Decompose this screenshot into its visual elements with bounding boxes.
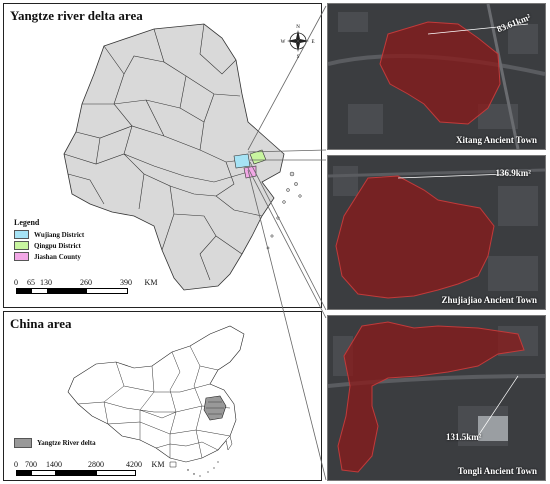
china-legend: Yangtze River delta (14, 436, 96, 450)
legend-swatch (14, 252, 29, 261)
legend-item: Qingpu District (14, 241, 84, 250)
scale-tick: 390 (120, 278, 132, 287)
province-boundaries (77, 345, 231, 459)
scale-tick: 2800 (88, 460, 104, 469)
china-panel-title: China area (10, 316, 72, 331)
compass-n: N (296, 25, 300, 30)
xitang-boundary (379, 21, 501, 125)
county-boundaries (63, 23, 263, 281)
tongli-boundary (337, 321, 525, 473)
zhujiajiao-boundary (335, 175, 495, 299)
china-outline (67, 325, 245, 463)
xitang-photo: 83.61km² Xitang Ancient Town (327, 3, 546, 150)
zhujiajiao-area-label: 136.9km² (495, 168, 531, 178)
legend-item: Jiashan County (14, 252, 84, 261)
legend-label: Yangtze River delta (37, 439, 96, 447)
scale-tick: 65 (27, 278, 35, 287)
legend-title: Legend (14, 218, 40, 227)
legend-label: Wujiang District (34, 230, 85, 239)
legend-swatch (14, 438, 32, 448)
yangtze-scale-bar: 0 65 130 260 390 KM (14, 278, 176, 294)
tongli-satellite (328, 316, 545, 480)
legend-label: Jiashan County (34, 252, 81, 261)
scale-tick: 700 (25, 460, 37, 469)
legend-item: Wujiang District (14, 230, 84, 239)
xitang-caption: Xitang Ancient Town (455, 135, 537, 145)
delta-hatch (206, 401, 224, 415)
scale-tick: 0 (14, 460, 18, 469)
tongli-photo: 131.5km² Tongli Ancient Town (327, 315, 546, 481)
legend-item: Yangtze River delta (14, 438, 96, 448)
zhujiajiao-photo: 136.9km² Zhujiajiao Ancient Town (327, 155, 546, 310)
legend-swatch (14, 230, 29, 239)
xitang-satellite (328, 4, 545, 149)
scale-tick: 4200 (126, 460, 142, 469)
scale-tick: 0 (14, 278, 18, 287)
yangtze-panel: Yangtze river delta area (3, 3, 322, 308)
taiwan-island (225, 435, 233, 451)
compass-s: S (297, 55, 300, 60)
compass-e: E (311, 40, 314, 45)
compass-w: W (281, 40, 286, 45)
china-panel: China area Yangtze (3, 311, 322, 481)
china-scale-bar: 0 700 1400 2800 4200 KM (14, 460, 186, 476)
zhujiajiao-satellite (328, 156, 545, 309)
compass-rose: N S E W (281, 25, 315, 60)
scale-tick: 1400 (46, 460, 62, 469)
yangtze-map: N S E W (63, 23, 315, 291)
tongli-caption: Tongli Ancient Town (457, 466, 537, 476)
wujiang-district (233, 153, 251, 169)
jiashan-county (243, 165, 257, 179)
tongli-area-label: 131.5km² (446, 432, 482, 442)
yangtze-legend: Legend Wujiang District Qingpu District … (14, 218, 84, 263)
scale-tick: 130 (40, 278, 52, 287)
legend-swatch (14, 241, 29, 250)
scale-unit: KM (151, 460, 165, 469)
south-sea-islands (187, 461, 219, 477)
scale-unit: KM (144, 278, 158, 287)
hainan-island (169, 461, 177, 468)
zhujiajiao-caption: Zhujiajiao Ancient Town (441, 295, 537, 305)
yangtze-panel-title: Yangtze river delta area (10, 8, 143, 23)
scale-tick: 260 (80, 278, 92, 287)
china-map (67, 325, 245, 477)
legend-label: Qingpu District (34, 241, 81, 250)
islands (266, 171, 302, 250)
